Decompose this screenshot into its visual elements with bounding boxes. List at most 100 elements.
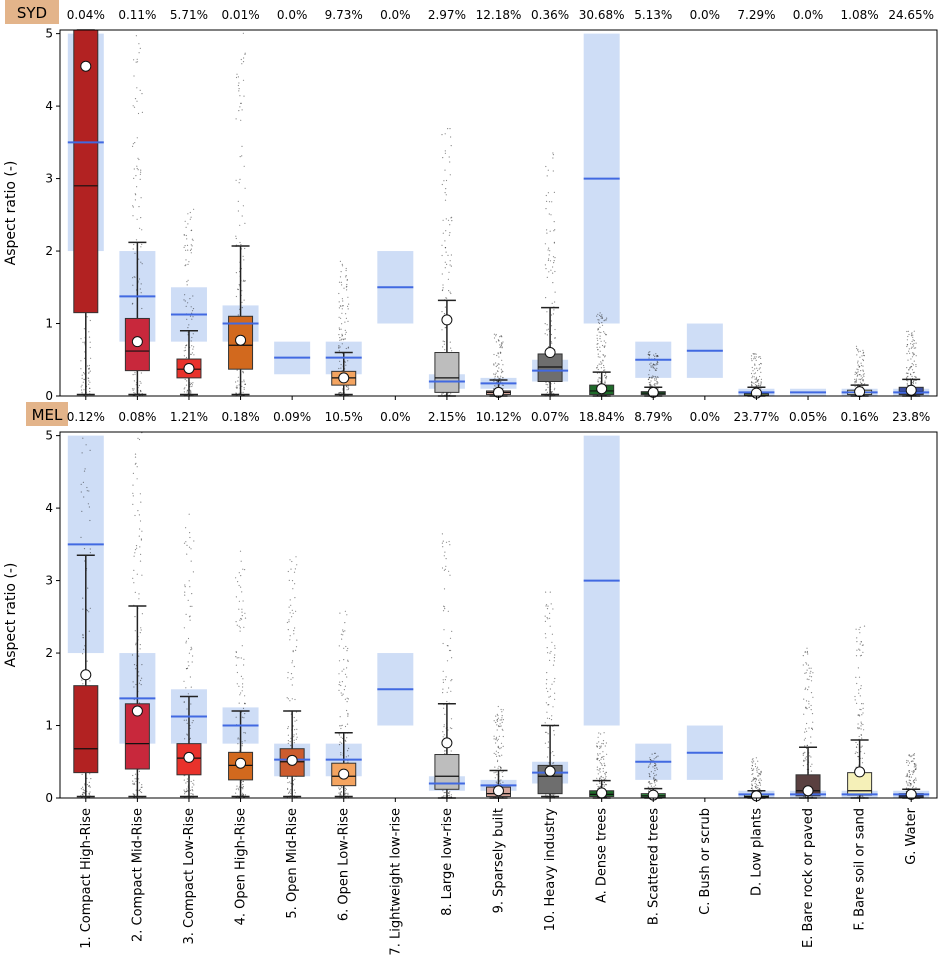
data-point <box>338 744 341 746</box>
data-point <box>239 156 241 158</box>
data-point <box>546 175 548 177</box>
data-point <box>449 637 452 639</box>
data-point <box>496 740 498 742</box>
data-point <box>132 577 134 579</box>
data-point <box>604 380 606 382</box>
data-point <box>187 279 189 281</box>
data-point <box>238 600 240 602</box>
data-point <box>441 393 443 395</box>
data-point <box>186 391 188 393</box>
data-point <box>448 156 450 158</box>
data-point <box>855 378 858 380</box>
percentage-label: 0.0% <box>690 8 721 22</box>
data-point <box>189 211 191 214</box>
data-point <box>338 734 341 736</box>
data-point <box>854 385 856 388</box>
data-point <box>287 792 290 794</box>
data-point <box>294 720 296 722</box>
data-point <box>140 217 142 219</box>
data-point <box>244 794 247 796</box>
data-point <box>755 779 758 781</box>
data-point <box>648 765 650 767</box>
percentage-label: 0.0% <box>690 410 721 424</box>
data-point <box>604 778 606 781</box>
data-point <box>293 789 296 791</box>
data-point <box>238 750 240 752</box>
data-point <box>141 613 143 615</box>
data-point <box>499 344 501 346</box>
data-point <box>340 281 342 283</box>
data-point <box>497 376 499 378</box>
data-point <box>342 305 344 307</box>
data-point <box>758 364 760 366</box>
data-point <box>864 383 866 385</box>
data-point <box>600 363 602 365</box>
data-point <box>134 549 137 551</box>
data-point <box>140 382 142 384</box>
data-point <box>190 353 192 355</box>
data-point <box>544 323 546 325</box>
data-point <box>189 737 191 740</box>
box <box>73 685 99 774</box>
data-point <box>288 606 290 608</box>
data-point <box>187 213 189 215</box>
data-point <box>140 292 142 294</box>
data-point <box>441 533 443 535</box>
data-point <box>858 727 861 729</box>
data-point <box>243 388 245 390</box>
data-point <box>289 741 291 743</box>
data-point <box>599 335 601 337</box>
data-point <box>138 671 140 673</box>
data-point <box>655 764 657 766</box>
data-point <box>139 47 141 50</box>
data-point <box>83 496 85 498</box>
data-point <box>187 661 189 663</box>
data-point <box>759 385 762 387</box>
data-point <box>88 380 90 382</box>
data-point <box>81 374 83 376</box>
data-point <box>860 641 862 643</box>
data-point <box>133 783 135 785</box>
data-point <box>805 759 807 761</box>
data-point <box>597 736 599 738</box>
data-point <box>545 194 547 197</box>
data-point <box>340 271 342 273</box>
data-point <box>341 334 344 337</box>
data-point <box>804 672 806 675</box>
data-point <box>857 374 859 376</box>
data-point <box>760 381 762 383</box>
data-point <box>548 271 550 273</box>
data-point <box>757 369 759 372</box>
data-point <box>138 782 140 784</box>
data-point <box>602 359 604 361</box>
data-point <box>756 766 759 768</box>
data-point <box>133 388 135 390</box>
data-point <box>448 794 451 796</box>
data-point <box>188 665 190 667</box>
data-point <box>136 100 138 102</box>
data-point <box>755 356 757 358</box>
data-point <box>494 777 496 779</box>
data-point <box>192 348 194 350</box>
data-point <box>861 355 863 357</box>
data-point <box>755 778 757 780</box>
data-point <box>649 382 651 384</box>
data-point <box>911 770 913 772</box>
data-point <box>83 378 85 381</box>
data-point <box>806 650 809 653</box>
data-point <box>138 43 140 45</box>
data-point <box>906 759 908 762</box>
data-point <box>549 652 551 654</box>
x-category-label: 7. Lightweight low-rise <box>388 808 403 956</box>
data-point <box>340 392 342 394</box>
data-point <box>190 560 192 562</box>
data-point <box>546 324 548 326</box>
data-point <box>547 386 549 388</box>
data-point <box>601 344 604 347</box>
data-point <box>287 698 289 700</box>
data-point <box>858 735 860 738</box>
data-point <box>242 707 245 710</box>
percentage-label: 8.79% <box>634 410 672 424</box>
data-point <box>603 346 606 348</box>
data-point <box>654 364 656 366</box>
